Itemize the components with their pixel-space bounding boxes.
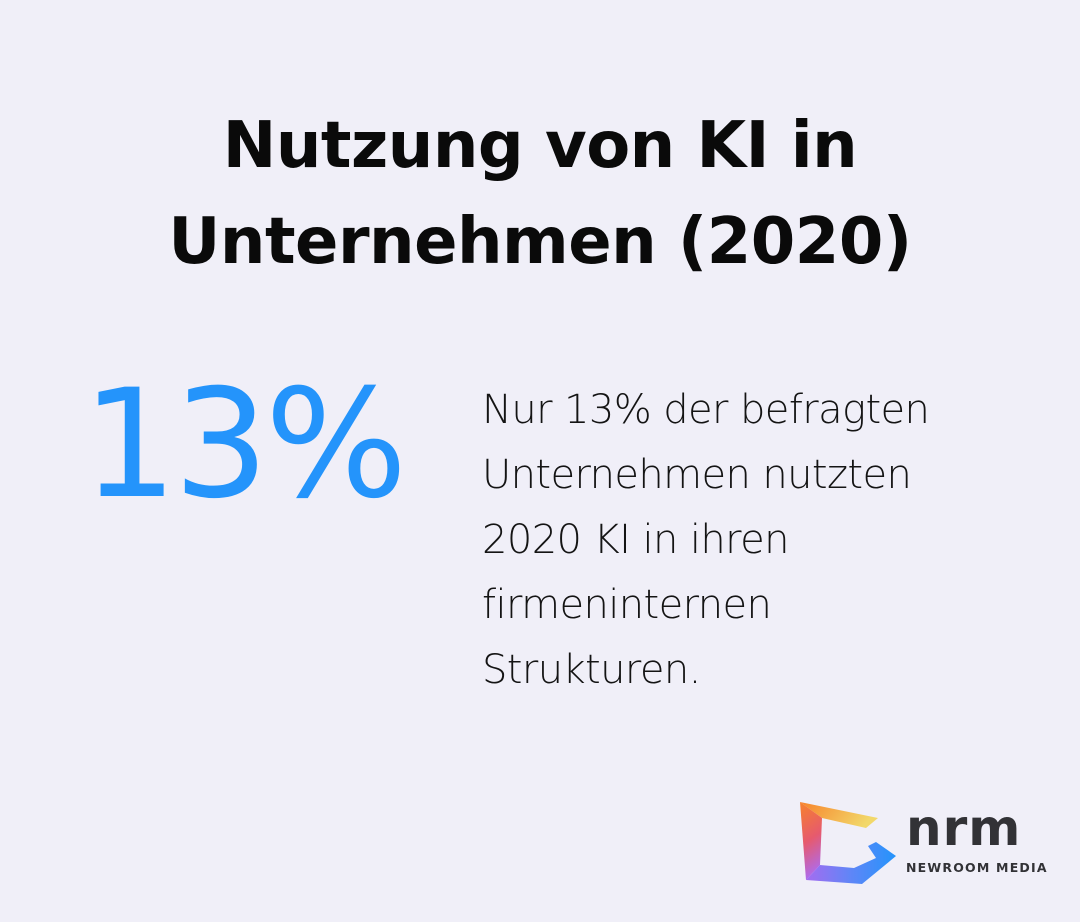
title-line-2: Unternehmen (2020)	[168, 205, 912, 279]
description-line: Unternehmen nutzten	[482, 452, 912, 498]
newroom-media-logo: nrm NEWROOM MEDIA	[798, 800, 1048, 885]
stat-description: Nur 13% der befragten Unternehmen nutzte…	[482, 378, 1022, 703]
description-line: firmeninternen	[482, 582, 772, 628]
page-title: Nutzung von KI in Unternehmen (2020)	[0, 98, 1080, 290]
description-line: Nur 13% der befragten	[482, 387, 930, 433]
nrm-gradient-bracket-icon	[800, 802, 896, 884]
title-line-1: Nutzung von KI in	[222, 109, 858, 183]
description-line: 2020 KI in ihren	[482, 517, 789, 563]
logo-wordmark: nrm	[906, 799, 1022, 857]
stat-value: 13%	[82, 358, 407, 532]
description-line: Strukturen.	[482, 647, 701, 693]
logo-subtitle: NEWROOM MEDIA	[906, 860, 1048, 875]
